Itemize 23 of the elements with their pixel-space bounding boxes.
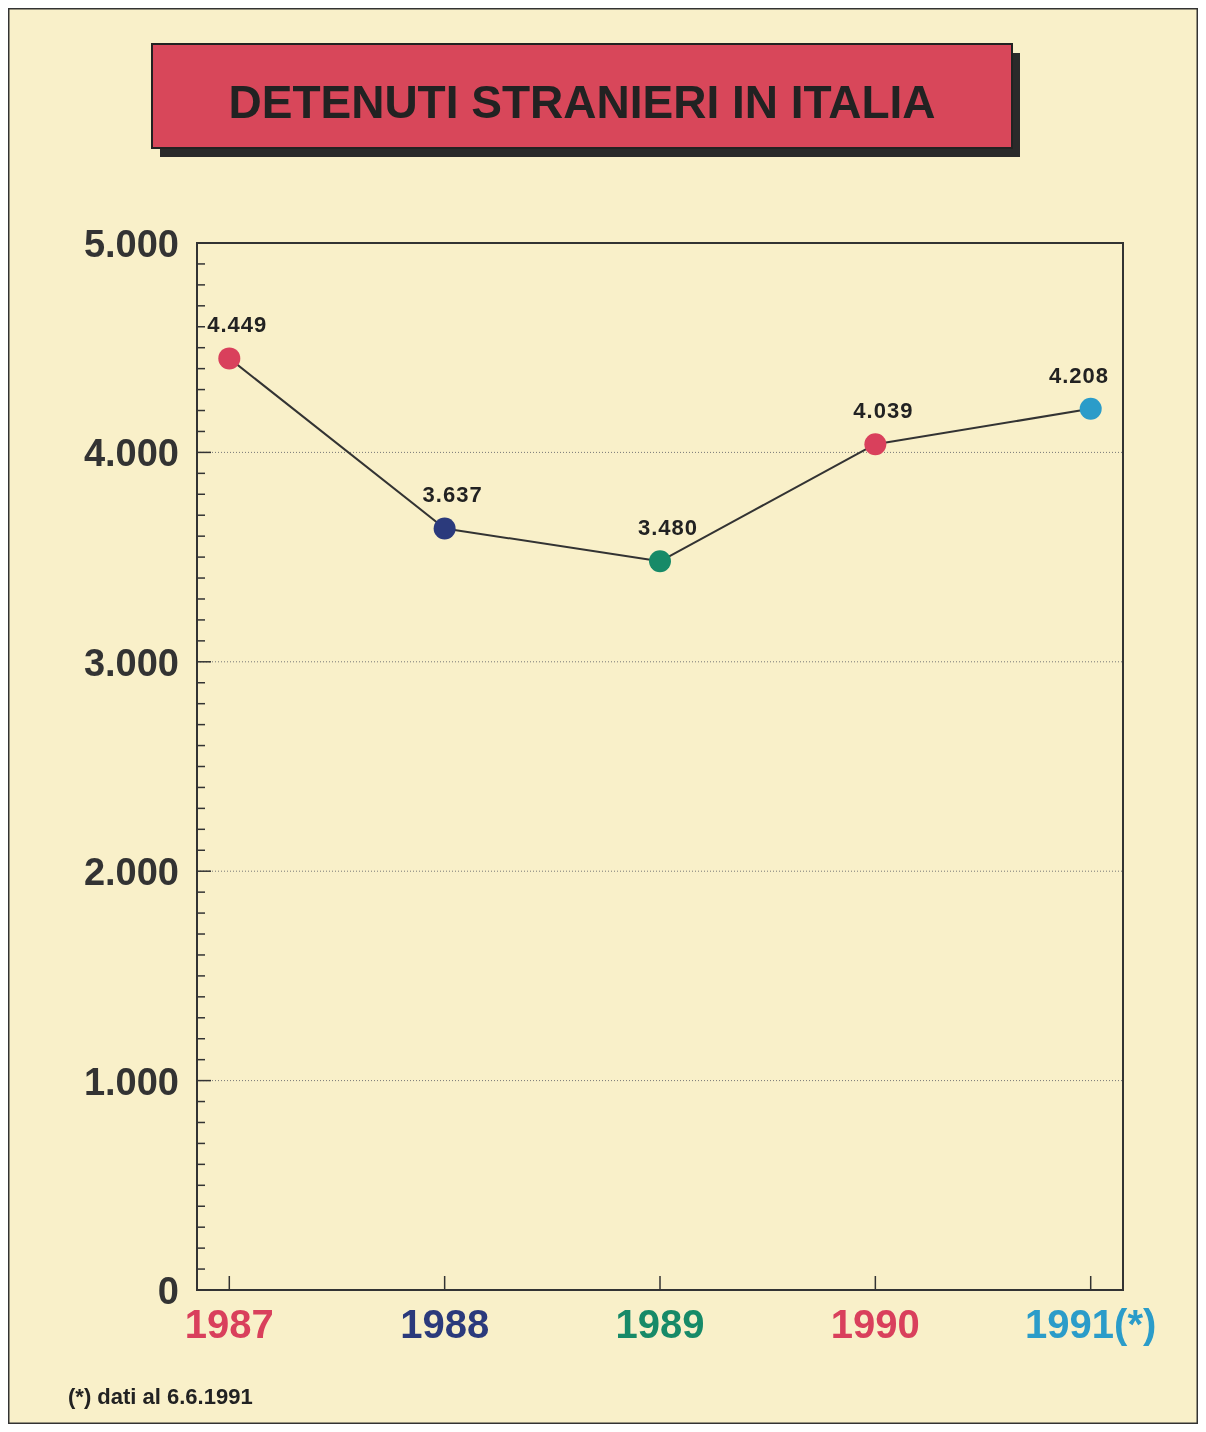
data-label: 4.449 xyxy=(207,312,268,338)
data-label: 3.480 xyxy=(637,515,699,541)
x-tick-label: 1987 xyxy=(184,1302,274,1346)
chart-title: DETENUTI STRANIERI IN ITALIA xyxy=(228,76,936,128)
data-label: 4.039 xyxy=(853,398,914,424)
data-label: 3.637 xyxy=(422,482,483,508)
y-tick-label: 5.000 xyxy=(83,223,179,265)
x-tick-label: 1989 xyxy=(615,1302,705,1346)
y-tick-label: 2.000 xyxy=(83,851,179,894)
text: (*) dati al 6.6.1991 xyxy=(68,1384,253,1409)
x-tick-label: 1988 xyxy=(400,1302,490,1346)
point xyxy=(864,433,887,456)
x-tick-label: 1991(*) xyxy=(1025,1302,1157,1346)
point xyxy=(649,550,671,573)
point xyxy=(1079,397,1102,420)
point xyxy=(218,347,241,370)
point xyxy=(433,517,456,540)
y-tick-label: 3.000 xyxy=(83,641,179,684)
y-tick-label: 4.000 xyxy=(83,432,179,475)
x-tick-label: 1990 xyxy=(830,1302,920,1346)
data-label: 4.208 xyxy=(1048,362,1110,388)
y-tick-label: 0 xyxy=(157,1270,179,1312)
y-tick-label: 1.000 xyxy=(83,1060,179,1103)
